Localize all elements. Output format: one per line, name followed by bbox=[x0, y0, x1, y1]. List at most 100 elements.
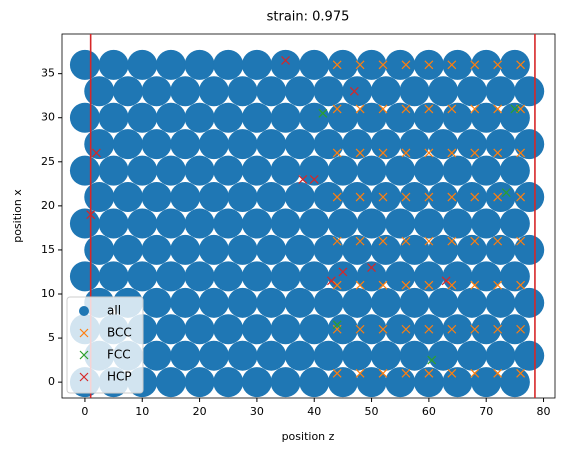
point bbox=[227, 340, 258, 371]
point bbox=[84, 76, 115, 107]
point bbox=[332, 148, 342, 158]
point bbox=[98, 49, 129, 80]
point bbox=[349, 86, 359, 96]
point bbox=[470, 324, 480, 334]
point bbox=[155, 102, 186, 133]
point bbox=[385, 155, 416, 186]
point bbox=[313, 76, 344, 107]
point bbox=[355, 104, 365, 114]
point bbox=[428, 340, 459, 371]
point bbox=[470, 192, 480, 202]
point bbox=[471, 367, 502, 398]
point bbox=[447, 280, 457, 290]
point bbox=[299, 49, 330, 80]
point bbox=[270, 102, 301, 133]
point bbox=[327, 155, 358, 186]
point bbox=[127, 155, 158, 186]
x-tick-label: 30 bbox=[250, 405, 264, 418]
point bbox=[470, 236, 480, 246]
point bbox=[241, 367, 272, 398]
point bbox=[516, 60, 526, 70]
point bbox=[355, 192, 365, 202]
point bbox=[385, 102, 416, 133]
point bbox=[493, 368, 503, 378]
point bbox=[213, 102, 244, 133]
point bbox=[470, 368, 480, 378]
point bbox=[342, 234, 373, 265]
point bbox=[401, 236, 411, 246]
point bbox=[399, 76, 430, 107]
point bbox=[470, 280, 480, 290]
point bbox=[401, 148, 411, 158]
point bbox=[309, 174, 319, 184]
point bbox=[91, 148, 101, 158]
point bbox=[184, 208, 215, 239]
point bbox=[256, 234, 287, 265]
point bbox=[69, 155, 100, 186]
point bbox=[499, 49, 530, 80]
point bbox=[356, 261, 387, 292]
point bbox=[413, 367, 444, 398]
point bbox=[442, 155, 473, 186]
y-tick-label: 25 bbox=[41, 155, 55, 168]
point bbox=[270, 367, 301, 398]
point bbox=[501, 188, 511, 198]
point bbox=[184, 49, 215, 80]
point bbox=[342, 182, 373, 213]
point bbox=[327, 208, 358, 239]
point bbox=[281, 56, 290, 65]
point bbox=[184, 367, 215, 398]
point bbox=[456, 340, 487, 371]
point bbox=[284, 340, 315, 371]
y-tick-label: 10 bbox=[41, 287, 55, 300]
point bbox=[370, 234, 401, 265]
point bbox=[378, 104, 388, 114]
point bbox=[485, 129, 516, 160]
point bbox=[499, 261, 530, 292]
point bbox=[332, 280, 342, 290]
legend-box bbox=[66, 296, 144, 394]
point bbox=[485, 182, 516, 213]
point bbox=[514, 287, 545, 318]
point bbox=[370, 340, 401, 371]
point bbox=[270, 314, 301, 345]
point bbox=[327, 102, 358, 133]
point bbox=[332, 104, 342, 114]
point bbox=[141, 287, 172, 318]
point bbox=[447, 324, 457, 334]
point bbox=[485, 340, 516, 371]
point bbox=[499, 208, 530, 239]
point bbox=[493, 148, 503, 158]
point bbox=[516, 324, 526, 334]
point bbox=[112, 234, 143, 265]
point bbox=[299, 367, 330, 398]
point bbox=[284, 182, 315, 213]
legend-label: all bbox=[107, 304, 121, 318]
legend-marker bbox=[79, 328, 89, 338]
x-tick-label: 80 bbox=[537, 405, 551, 418]
y-axis-label: position x bbox=[11, 189, 24, 243]
x-tick-label: 50 bbox=[365, 405, 379, 418]
point bbox=[499, 367, 530, 398]
point bbox=[370, 287, 401, 318]
point bbox=[356, 49, 387, 80]
point bbox=[493, 192, 503, 202]
point bbox=[424, 60, 434, 70]
point bbox=[84, 182, 115, 213]
point bbox=[413, 261, 444, 292]
point bbox=[485, 287, 516, 318]
point bbox=[378, 280, 388, 290]
point bbox=[493, 60, 503, 70]
point bbox=[227, 234, 258, 265]
point bbox=[184, 102, 215, 133]
point bbox=[356, 155, 387, 186]
y-tick-label: 35 bbox=[41, 67, 55, 80]
point bbox=[284, 76, 315, 107]
point bbox=[470, 148, 480, 158]
x-tick-label: 10 bbox=[135, 405, 149, 418]
point bbox=[401, 280, 411, 290]
point bbox=[493, 236, 503, 246]
point bbox=[213, 49, 244, 80]
point bbox=[413, 102, 444, 133]
